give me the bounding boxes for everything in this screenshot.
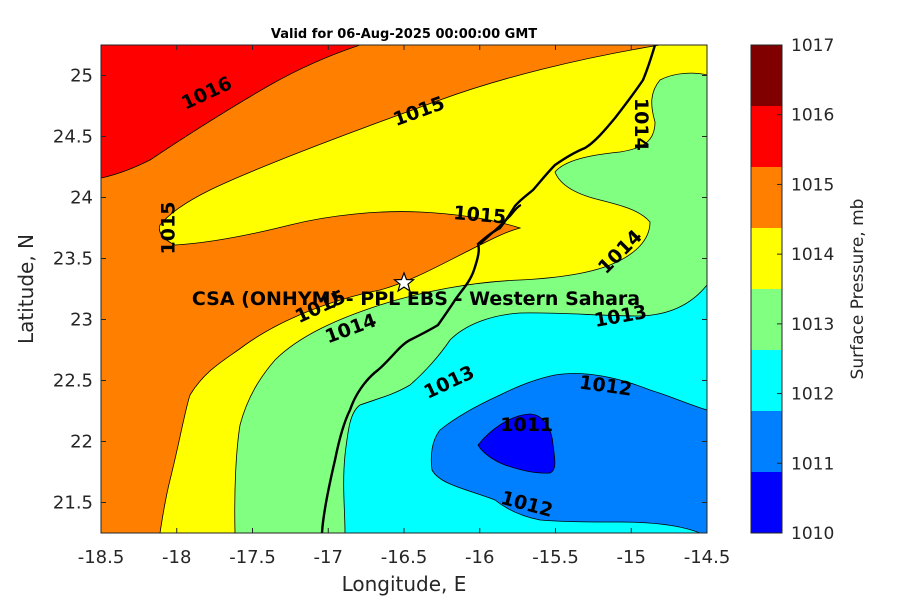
colorbar-segment — [751, 45, 782, 107]
colorbar-tick-label: 1013 — [791, 315, 834, 335]
y-axis-label: Latitude, N — [14, 234, 38, 344]
x-tick-label: -16 — [465, 547, 494, 568]
x-tick-label: -16.5 — [381, 547, 428, 568]
y-axis: 21.5 22 22.5 23 23.5 24 24.5 25 — [53, 66, 707, 514]
station-group: CSA (ONHYM) - PPL EBS - Western Sahara — [192, 271, 640, 310]
pressure-region-1011-1012 — [430, 373, 707, 533]
y-tick-label: 23 — [70, 310, 93, 331]
station-label: CSA (ONHYM) - PPL EBS - Western Sahara — [192, 288, 640, 310]
x-axis: -18.5 -18 -17.5 -17 -16.5 -16 -15.5 -15 -14.5 — [78, 45, 731, 568]
y-tick-label: 22 — [70, 432, 93, 453]
colorbar-tick-label: 1017 — [791, 36, 834, 56]
x-tick-label: -17.5 — [229, 547, 276, 568]
y-tick-label: 24 — [70, 188, 93, 209]
colorbar-segment — [751, 228, 782, 290]
y-tick-label: 21.5 — [53, 493, 93, 514]
contour-label: 1011 — [500, 414, 553, 436]
coastline-inlet — [479, 203, 522, 245]
contour-fill-layers — [101, 45, 707, 533]
y-tick-label: 24.5 — [53, 127, 93, 148]
x-tick-label: -15.5 — [532, 547, 579, 568]
x-tick-label: -18 — [162, 547, 191, 568]
colorbar-frame — [750, 44, 783, 534]
y-tick-label: 25 — [70, 66, 93, 87]
colorbar-tick-label: 1012 — [791, 385, 834, 405]
contour-label: 1015 — [452, 202, 507, 229]
coastline — [320, 45, 657, 533]
colorbar-segment — [751, 350, 782, 412]
colorbar-segment — [751, 106, 782, 168]
colorbar-tick-labels: 1017 1016 1015 1014 1013 1012 1011 1010 — [777, 36, 834, 544]
station-marker-star-icon — [392, 271, 416, 293]
contour-label: 1015 — [158, 202, 180, 255]
colorbar-segment — [751, 411, 782, 473]
contour-label: 1014 — [630, 98, 652, 151]
colorbar-tick-label: 1010 — [791, 524, 834, 544]
colorbar-segment — [751, 472, 782, 534]
colorbar-tick-label: 1014 — [791, 245, 834, 265]
x-axis-label: Longitude, E — [342, 572, 467, 596]
x-tick-label: -17 — [314, 547, 343, 568]
colorbar-title: Surface Pressure, mb — [848, 199, 868, 380]
y-tick-label: 23.5 — [53, 249, 93, 270]
x-tick-label: -15 — [617, 547, 646, 568]
colorbar-segment — [751, 167, 782, 229]
colorbar-segment — [751, 289, 782, 351]
colorbar-tick-label: 1016 — [791, 106, 834, 126]
pressure-region-1010-1011 — [477, 413, 556, 474]
figure-title: Valid for 06-Aug-2025 00:00:00 GMT — [271, 27, 537, 42]
x-tick-label: -18.5 — [78, 547, 125, 568]
colorbar-tick-label: 1015 — [791, 175, 834, 195]
y-tick-label: 22.5 — [53, 371, 93, 392]
colorbar — [751, 45, 782, 534]
pressure-region-1016-1017 — [101, 45, 361, 179]
x-tick-label: -14.5 — [684, 547, 731, 568]
colorbar-tick-label: 1011 — [791, 454, 834, 474]
